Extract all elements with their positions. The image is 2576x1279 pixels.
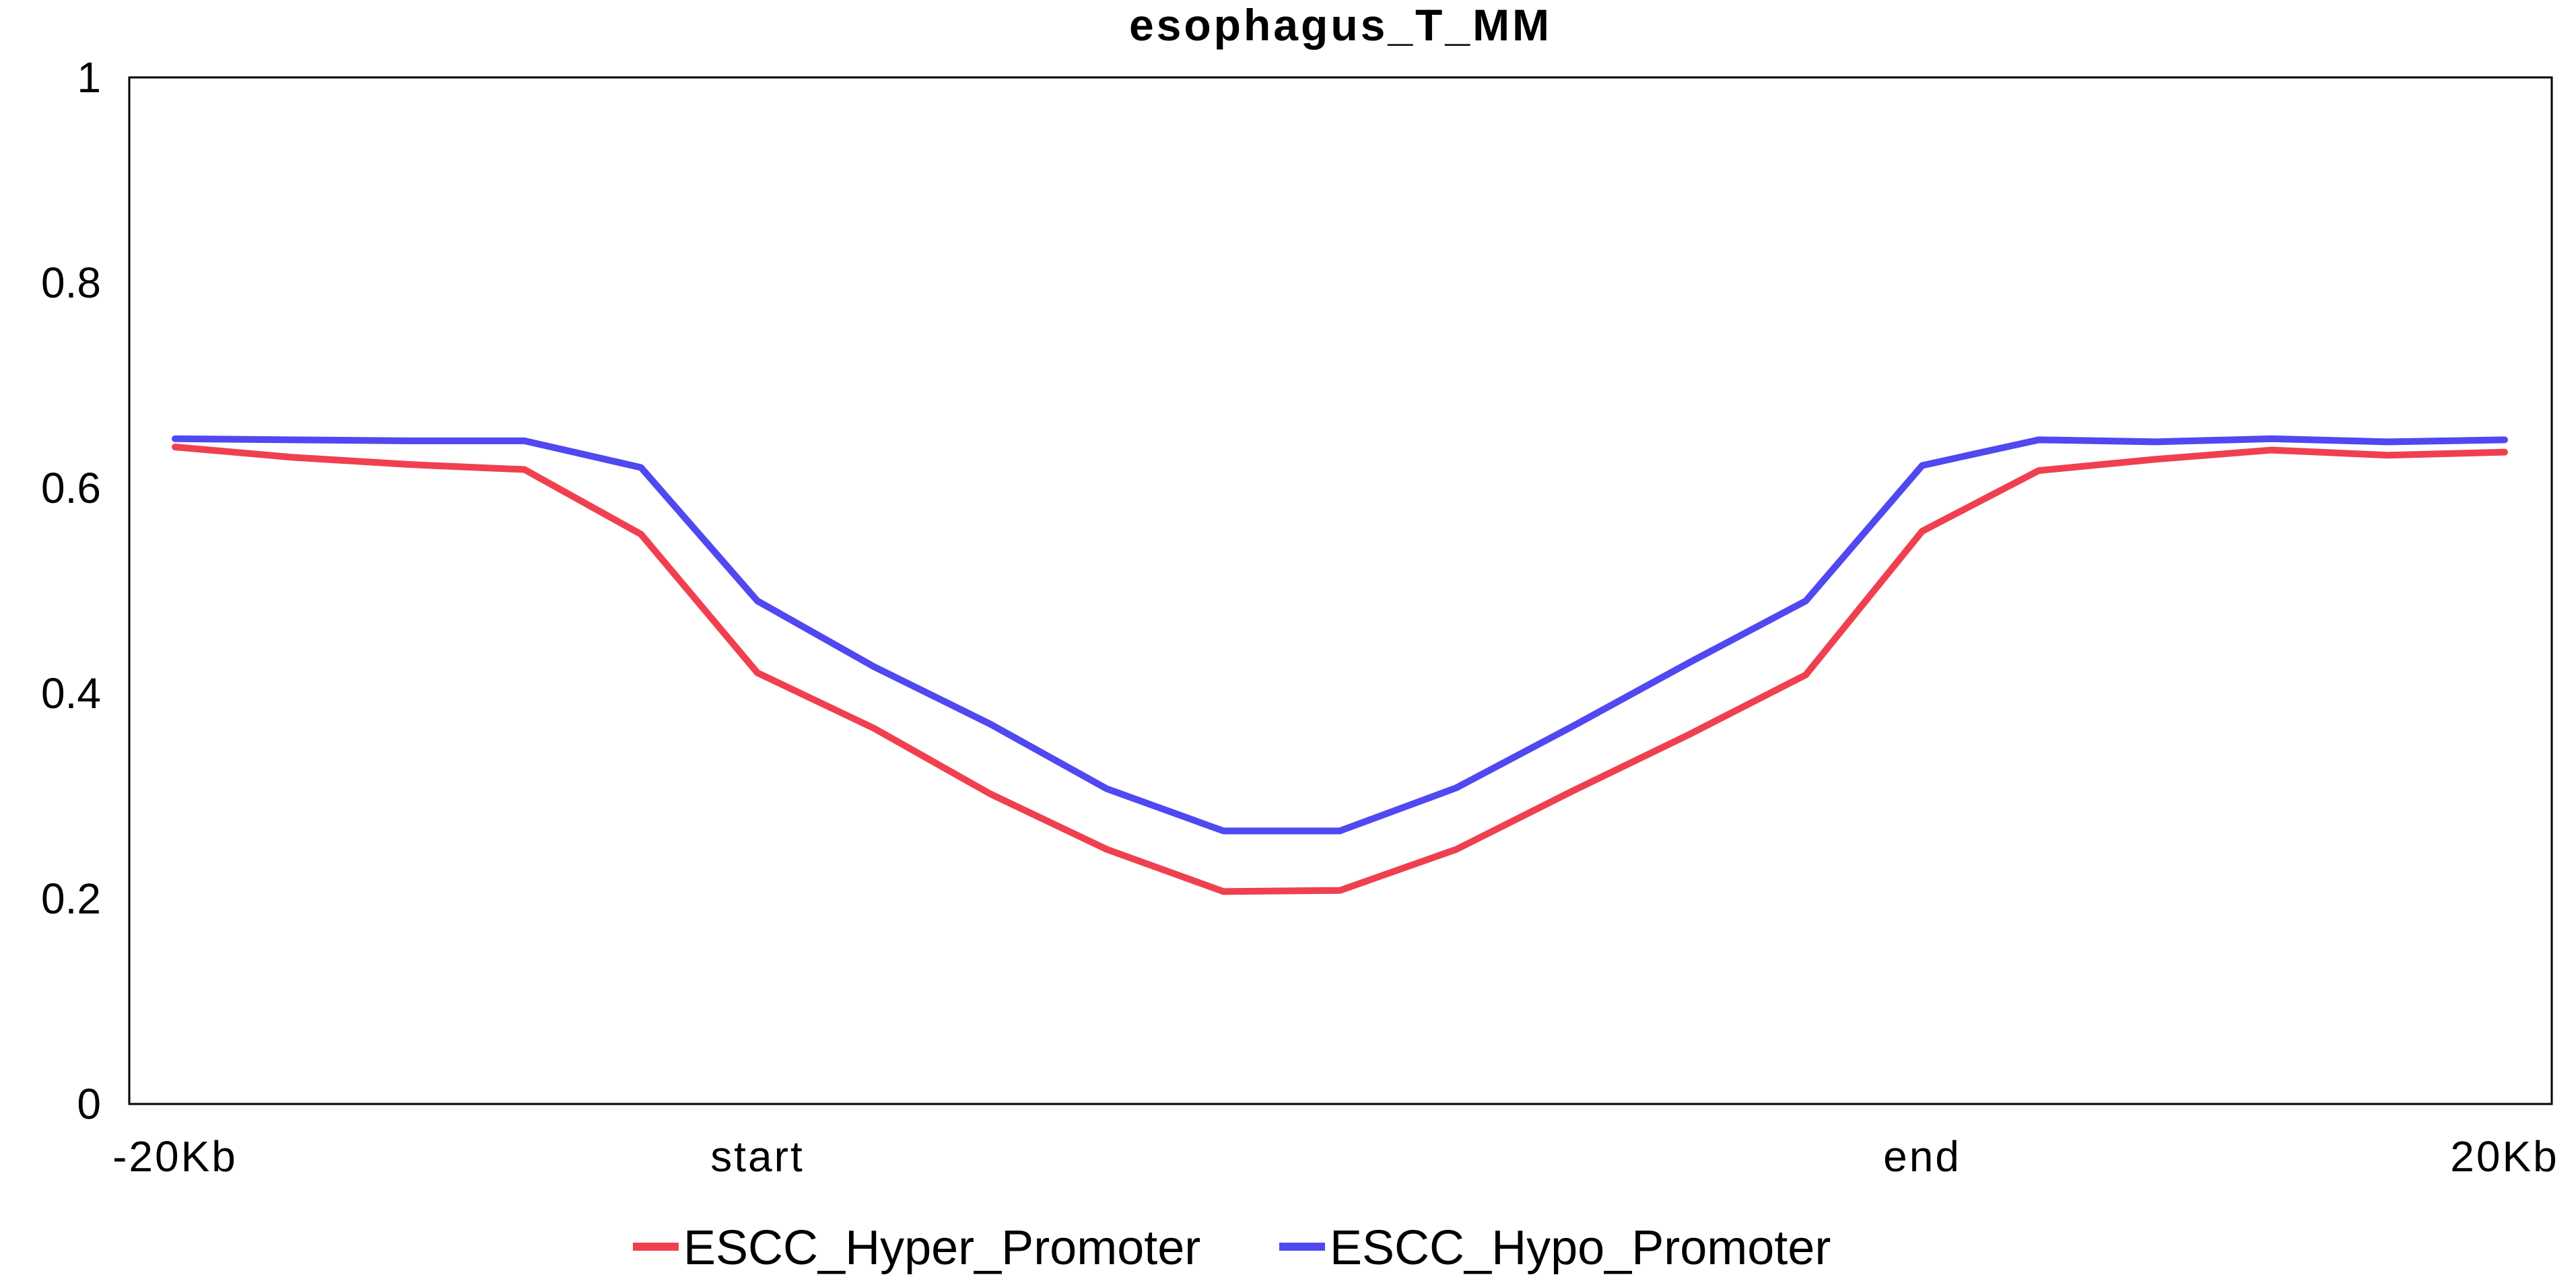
y-tick-label: 0.8 bbox=[41, 258, 101, 307]
series-line-2 bbox=[172, 435, 2508, 835]
x-tick-label: 20Kb bbox=[2450, 1132, 2558, 1181]
y-tick-label: 0.6 bbox=[41, 464, 101, 512]
plot-frame bbox=[128, 76, 2553, 1105]
x-tick-label: start bbox=[710, 1132, 804, 1181]
series-layer bbox=[172, 435, 2508, 895]
x-tick-label: end bbox=[1883, 1132, 1961, 1181]
y-tick-label: 0 bbox=[77, 1080, 101, 1128]
y-tick-label: 1 bbox=[77, 53, 101, 102]
y-tick-label: 0.2 bbox=[41, 874, 101, 923]
x-tick-label: -20Kb bbox=[112, 1132, 238, 1181]
legend-label-1: ESCC_Hyper_Promoter bbox=[683, 1221, 1200, 1275]
series-line-1 bbox=[172, 444, 2508, 895]
legend: ESCC_Hyper_Promoter ESCC_Hypo_Promoter bbox=[633, 1221, 1831, 1275]
chart-title: esophagus_T_MM bbox=[1129, 0, 1552, 50]
x-axis: -20Kb start end 20Kb bbox=[112, 1132, 2558, 1181]
y-axis: 0 0.2 0.4 0.6 0.8 1 bbox=[41, 53, 101, 1128]
y-tick-label: 0.4 bbox=[41, 669, 101, 718]
legend-label-2: ESCC_Hypo_Promoter bbox=[1330, 1221, 1831, 1275]
